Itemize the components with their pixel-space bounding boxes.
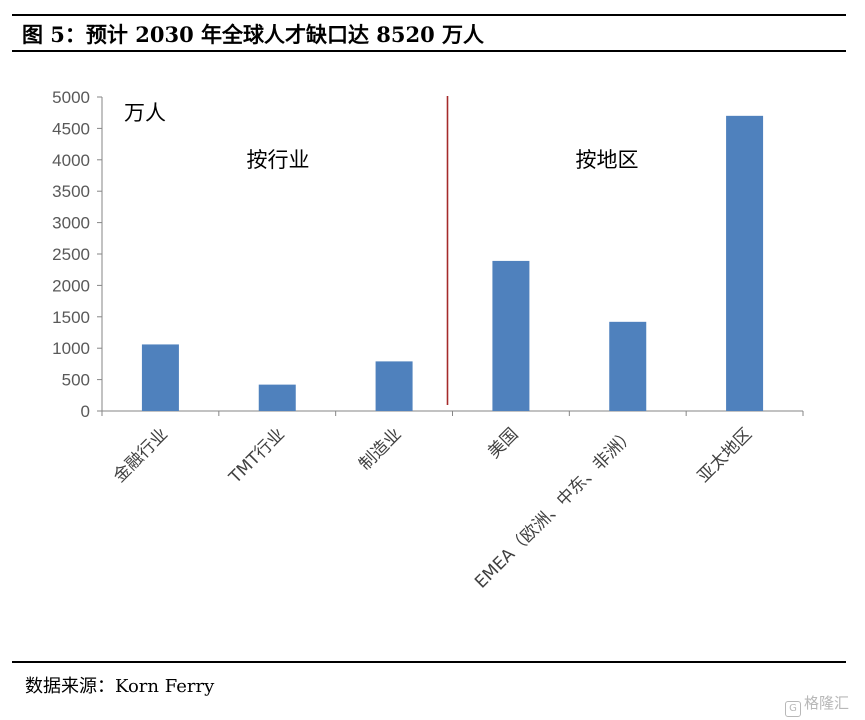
bar	[375, 361, 413, 411]
watermark-logo-icon: G	[784, 701, 801, 717]
bar	[492, 260, 530, 411]
x-category-label: 制造业	[355, 424, 405, 474]
group-label-region: 按地区	[576, 148, 639, 172]
y-tick-label: 1500	[52, 308, 90, 327]
y-tick-label: 3500	[52, 182, 90, 201]
y-tick-label: 2500	[52, 245, 90, 264]
x-category-label: 美国	[484, 424, 522, 462]
title-bar: 图 5：预计 2030 年全球人才缺口达 8520 万人	[12, 14, 846, 52]
y-tick-label: 500	[62, 371, 90, 390]
x-category-label: 金融行业	[110, 424, 172, 486]
y-tick-label: 2000	[52, 276, 90, 295]
y-tick-label: 4000	[52, 151, 90, 170]
bar	[726, 115, 764, 411]
figure-title: 图 5：预计 2030 年全球人才缺口达 8520 万人	[22, 22, 485, 47]
bar	[141, 344, 179, 411]
y-tick-label: 3000	[52, 214, 90, 233]
bar	[609, 321, 647, 411]
x-category-label: TMT行业	[225, 424, 289, 488]
unit-label: 万人	[124, 101, 166, 125]
bar	[258, 384, 296, 411]
y-tick-label: 0	[81, 402, 90, 421]
source-divider	[12, 661, 846, 663]
y-tick-label: 1000	[52, 339, 90, 358]
x-category-label: 亚太地区	[694, 424, 756, 486]
y-tick-label: 5000	[52, 88, 90, 107]
group-label-industry: 按行业	[247, 148, 310, 172]
watermark-text: 格隆汇	[803, 694, 849, 712]
source-note: 数据来源：Korn Ferry	[25, 676, 215, 697]
bar-chart: 0 500 1000 1500 2000 2500 3000 3500 4000 4500 5000…	[52, 88, 804, 593]
y-tick-label: 4500	[52, 119, 90, 138]
watermark: G 格隆汇	[784, 692, 849, 717]
